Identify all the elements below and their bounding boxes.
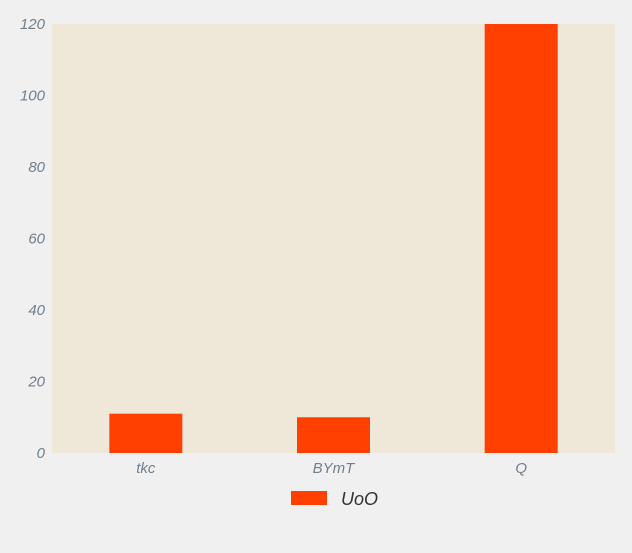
y-tick-label: 80 bbox=[28, 159, 45, 176]
bar-tkc[interactable] bbox=[109, 414, 182, 453]
y-tick-label: 100 bbox=[20, 88, 46, 105]
x-tick-label: tkc bbox=[136, 460, 156, 477]
y-tick-label: 0 bbox=[37, 445, 46, 462]
legend-label: UoO bbox=[341, 489, 378, 509]
y-tick-label: 40 bbox=[28, 302, 45, 319]
x-axis: tkc BYmT Q bbox=[136, 460, 527, 477]
legend-swatch bbox=[291, 491, 327, 505]
bar-BYmT[interactable] bbox=[297, 417, 370, 453]
y-axis: 0 20 40 60 80 100 120 bbox=[20, 16, 46, 462]
y-tick-label: 60 bbox=[28, 231, 45, 248]
y-tick-label: 20 bbox=[27, 374, 45, 391]
y-tick-label: 120 bbox=[20, 16, 46, 33]
bar-Q[interactable] bbox=[485, 24, 558, 453]
x-tick-label: Q bbox=[515, 460, 527, 477]
legend[interactable]: UoO bbox=[291, 489, 378, 509]
x-tick-label: BYmT bbox=[313, 460, 357, 477]
